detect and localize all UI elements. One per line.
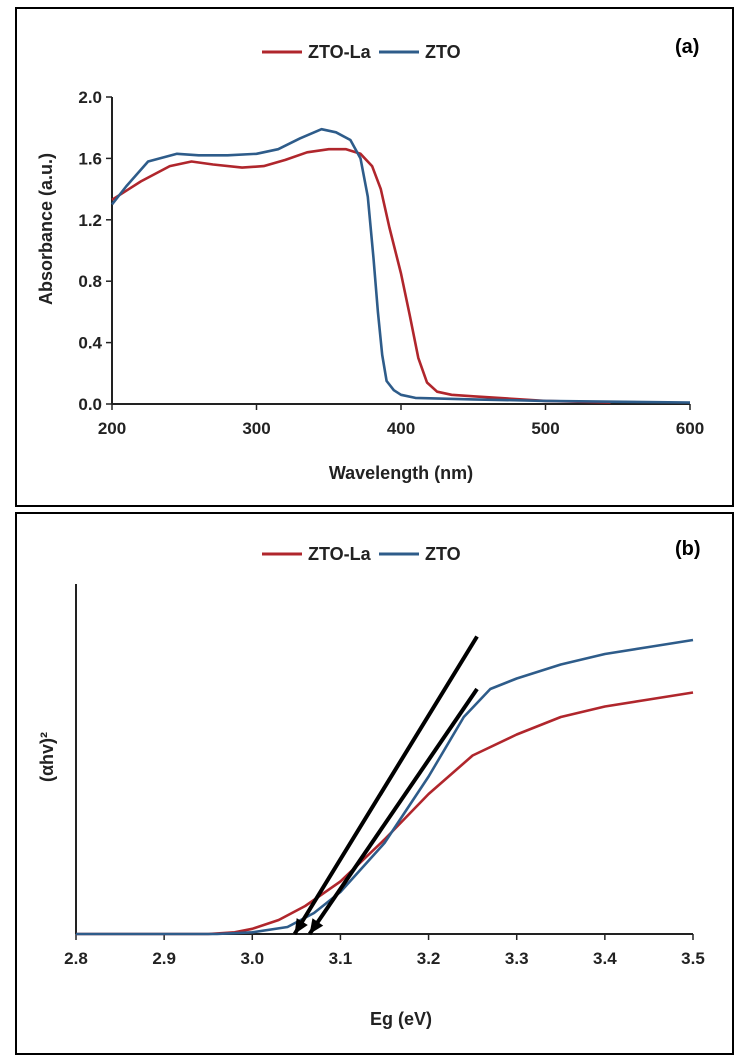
plot-area bbox=[75, 584, 694, 940]
x-tick-label: 500 bbox=[531, 419, 559, 438]
y-tick-labels: 0.0 0.4 0.8 1.2 1.6 2.0 bbox=[78, 88, 102, 414]
y-axis-label: (αhv)² bbox=[37, 732, 57, 782]
y-tick-label: 1.6 bbox=[78, 149, 102, 168]
zto-tangent-arrowhead bbox=[294, 918, 308, 934]
legend-label-zto-la: ZTO-La bbox=[308, 42, 372, 62]
series-line-zto-la bbox=[111, 147, 611, 404]
zto-la-tangent-arrowhead bbox=[309, 918, 324, 934]
chart-panel-b: ZTO-La ZTO (b) (αhv)² Eg (eV) 2.8 2.9 3.… bbox=[15, 512, 734, 1055]
series-line-zto bbox=[76, 638, 694, 936]
x-tick-label: 3.5 bbox=[681, 949, 705, 968]
x-tick-label: 2.9 bbox=[152, 949, 176, 968]
x-tick-label: 2.8 bbox=[64, 949, 88, 968]
x-tick-label: 3.0 bbox=[240, 949, 264, 968]
x-tick-labels: 200 300 400 500 600 bbox=[98, 419, 704, 438]
x-tick-label: 3.2 bbox=[417, 949, 441, 968]
series-line-zto bbox=[110, 127, 691, 404]
legend: ZTO-La ZTO bbox=[262, 42, 461, 62]
zto-tangent-line bbox=[292, 635, 479, 936]
x-axis-label: Eg (eV) bbox=[370, 1009, 432, 1029]
series-line-zto-la bbox=[76, 691, 694, 936]
y-tick-label: 0.0 bbox=[78, 395, 102, 414]
x-tick-label: 3.1 bbox=[329, 949, 353, 968]
x-axis-label: Wavelength (nm) bbox=[329, 463, 473, 483]
y-tick-label: 2.0 bbox=[78, 88, 102, 107]
x-tick-label: 400 bbox=[387, 419, 415, 438]
y-tick-label: 0.4 bbox=[78, 334, 102, 353]
absorbance-chart: ZTO-La ZTO (a) Absorbance (a.u.) Wavelen… bbox=[36, 36, 704, 483]
x-tick-label: 600 bbox=[676, 419, 704, 438]
legend-label-zto: ZTO bbox=[425, 544, 461, 564]
legend-label-zto-la: ZTO-La bbox=[308, 544, 372, 564]
x-tick-label: 3.4 bbox=[593, 949, 617, 968]
chart-panel-a: ZTO-La ZTO (a) Absorbance (a.u.) Wavelen… bbox=[15, 7, 734, 507]
x-tick-labels: 2.8 2.9 3.0 3.1 3.2 3.3 3.4 3.5 bbox=[64, 949, 705, 968]
legend: ZTO-La ZTO bbox=[262, 544, 461, 564]
tauc-plot-chart: ZTO-La ZTO (b) (αhv)² Eg (eV) 2.8 2.9 3.… bbox=[37, 538, 705, 1029]
y-axis-label: Absorbance (a.u.) bbox=[36, 153, 56, 305]
x-tick-label: 300 bbox=[242, 419, 270, 438]
y-tick-label: 0.8 bbox=[78, 272, 102, 291]
panel-label-b: (b) bbox=[675, 538, 701, 560]
legend-label-zto: ZTO bbox=[425, 42, 461, 62]
panel-label-a: (a) bbox=[675, 36, 699, 58]
x-tick-label: 200 bbox=[98, 419, 126, 438]
zto-la-tangent-line bbox=[307, 687, 479, 936]
x-tick-label: 3.3 bbox=[505, 949, 529, 968]
y-tick-label: 1.2 bbox=[78, 211, 102, 230]
plot-area bbox=[106, 96, 691, 410]
